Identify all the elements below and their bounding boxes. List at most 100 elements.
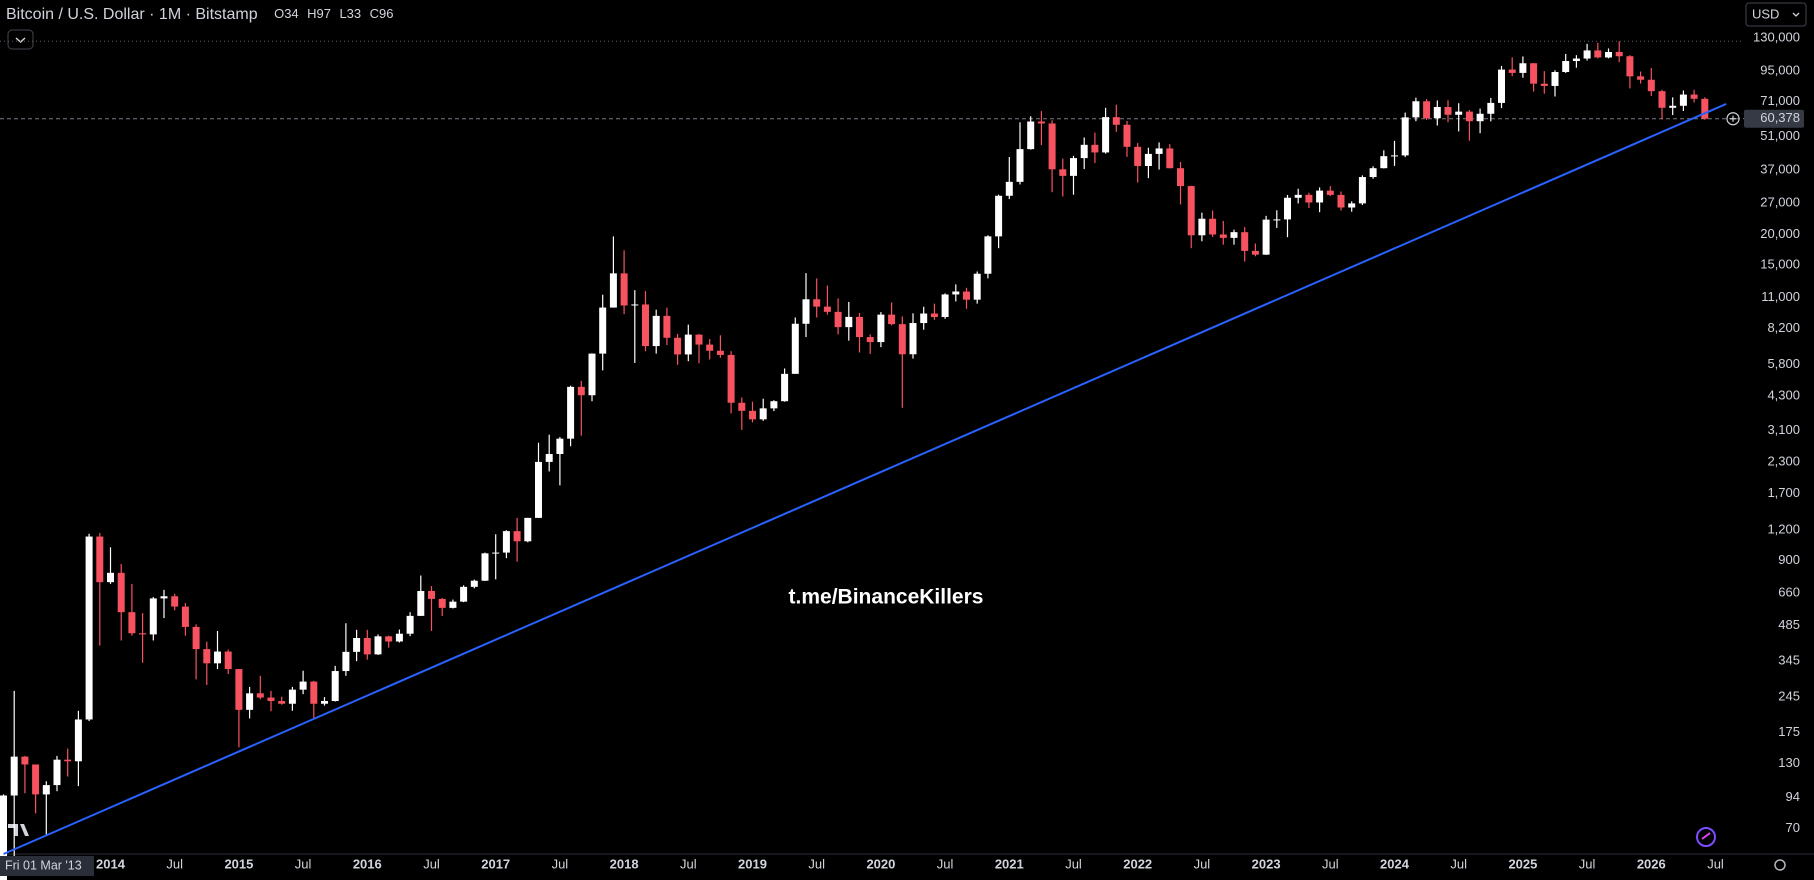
ohlc-label: C xyxy=(370,6,379,21)
candle-body xyxy=(1701,98,1709,119)
candle-body xyxy=(1209,218,1217,235)
currency-box[interactable] xyxy=(1745,2,1807,27)
candle-body xyxy=(1230,232,1238,238)
candle-body xyxy=(706,344,714,351)
x-tick-label: 2020 xyxy=(866,856,895,871)
collapse-button[interactable] xyxy=(7,29,34,50)
collapse-box[interactable] xyxy=(7,29,34,50)
candle-body xyxy=(1423,101,1431,119)
watermark: t.me/BinanceKillers xyxy=(789,586,984,609)
candle-body xyxy=(85,536,93,720)
x-tick-label: Jul xyxy=(1450,856,1467,871)
y-tick-label: 1,200 xyxy=(1767,522,1800,537)
candle-body xyxy=(1037,121,1045,124)
candle-body xyxy=(203,649,211,664)
logo-shape xyxy=(8,824,29,836)
y-tick-label: 130,000 xyxy=(1753,30,1800,45)
candle-body xyxy=(417,590,425,616)
candle-body xyxy=(278,701,286,704)
candle-body xyxy=(866,337,874,343)
settings-icon[interactable] xyxy=(1774,859,1786,871)
assistant-icon[interactable] xyxy=(1696,827,1716,847)
candle-body xyxy=(856,316,863,338)
candle-body xyxy=(492,552,500,554)
candle-body xyxy=(1679,94,1687,106)
candle-body xyxy=(1487,102,1495,114)
candle-body xyxy=(1005,181,1013,196)
candle-body xyxy=(363,638,371,655)
candle-body xyxy=(1647,79,1655,92)
candle-body xyxy=(599,307,607,354)
gear[interactable] xyxy=(1774,859,1786,871)
candle-body xyxy=(930,313,938,318)
candle-body xyxy=(791,323,799,374)
x-tick-label: Jul xyxy=(937,856,954,871)
ohlc-label: L xyxy=(339,6,346,21)
candle-body xyxy=(299,681,307,690)
y-tick-label: 4,300 xyxy=(1767,388,1800,403)
candle-body xyxy=(845,316,853,328)
currency-button[interactable]: USD xyxy=(1745,2,1807,27)
candle-body xyxy=(1519,63,1527,73)
x-tick-label: 2026 xyxy=(1637,856,1666,871)
candle-body xyxy=(535,461,542,518)
x-tick-label: Jul xyxy=(680,856,697,871)
candle-body xyxy=(995,195,1003,237)
candle-body xyxy=(53,759,61,786)
candle-body xyxy=(770,401,778,409)
candle-body xyxy=(1070,158,1077,176)
candle-body xyxy=(1326,190,1334,195)
x-tick-label: 2023 xyxy=(1252,856,1281,871)
candle-body xyxy=(181,606,189,627)
candle-body xyxy=(1273,219,1281,221)
candle-body xyxy=(1433,107,1441,119)
y-tick-label: 8,200 xyxy=(1767,320,1800,335)
candle-body xyxy=(631,304,639,306)
candle-body xyxy=(1284,197,1291,220)
candle-body xyxy=(32,764,40,795)
candle-body xyxy=(395,633,403,642)
x-tick-label: 2015 xyxy=(224,856,253,871)
candle-body xyxy=(1669,105,1677,108)
candle-body xyxy=(1465,111,1473,122)
candle-body xyxy=(331,671,339,702)
ohlc-label: O xyxy=(274,6,284,21)
candle-body xyxy=(117,572,125,613)
candle-body xyxy=(139,633,147,635)
chart-title: Bitcoin / U.S. Dollar · 1M · Bitstamp O3… xyxy=(6,6,393,23)
candle-body xyxy=(10,756,18,796)
candle-body xyxy=(1540,83,1548,86)
y-tick-label: 130 xyxy=(1778,755,1800,770)
candle-body xyxy=(192,626,200,650)
assistant-ring[interactable] xyxy=(1696,827,1716,847)
last-price-box xyxy=(1744,109,1804,128)
candle-body xyxy=(1583,50,1591,59)
currency-label[interactable]: USD xyxy=(1752,6,1779,21)
candle-body xyxy=(96,536,104,583)
candle-body xyxy=(727,354,735,403)
candle-body xyxy=(1166,148,1174,169)
add-alert-plus xyxy=(1730,115,1736,122)
chevron xyxy=(15,37,26,44)
candle-body xyxy=(42,785,50,795)
ohlc-value: 96 xyxy=(379,6,393,21)
candle-body xyxy=(738,402,746,411)
candle-body xyxy=(1123,124,1131,147)
candle-body xyxy=(353,638,361,652)
candle-body xyxy=(1658,91,1666,108)
x-tick-label: Jul xyxy=(166,856,183,871)
candle-body xyxy=(1294,194,1302,198)
candle-body xyxy=(620,273,628,306)
candle-body xyxy=(524,517,532,542)
x-tick-label: 2016 xyxy=(353,856,382,871)
candle-body xyxy=(513,531,521,542)
y-tick-label: 2,300 xyxy=(1767,453,1800,468)
add-alert-icon xyxy=(1726,112,1740,126)
candle-body xyxy=(1337,194,1345,208)
candle-body xyxy=(545,453,553,462)
candle-body xyxy=(556,438,564,454)
candle-body xyxy=(749,410,756,420)
candle-body xyxy=(1177,168,1184,187)
ohlc-value: 33 xyxy=(347,6,361,21)
